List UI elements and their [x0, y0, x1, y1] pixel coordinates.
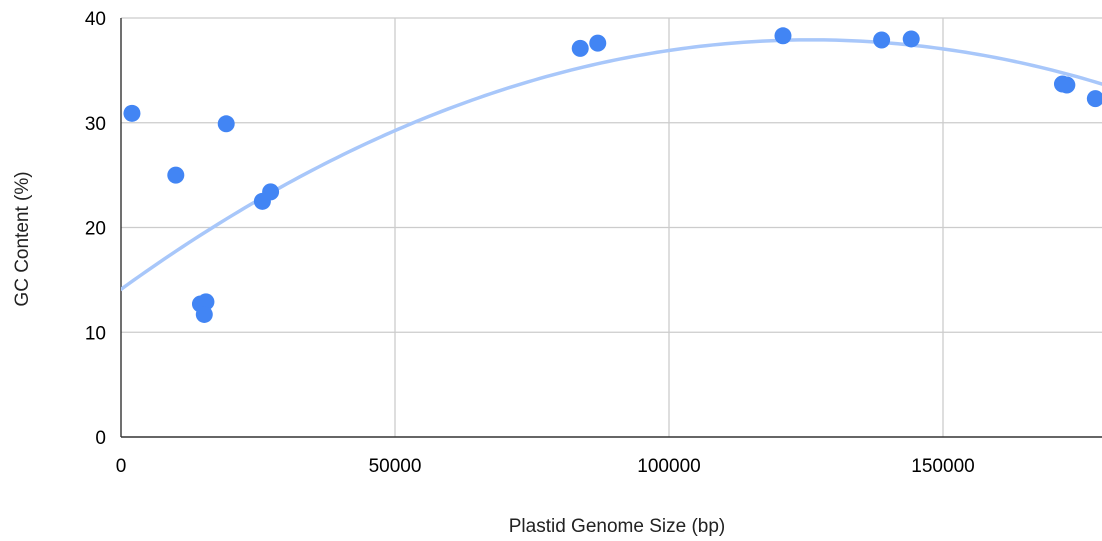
axes [120, 18, 1102, 438]
y-axis-title: GC Content (%) [12, 171, 33, 306]
data-point [123, 104, 141, 122]
x-tick-label: 150000 [911, 456, 974, 477]
data-point [774, 27, 792, 45]
data-point [1058, 76, 1076, 94]
data-point [902, 30, 920, 48]
y-tick-label: 40 [85, 9, 106, 30]
data-point [1086, 90, 1102, 108]
data-point [217, 115, 235, 133]
trendline [121, 38, 1102, 292]
trendline-layer [121, 38, 1102, 292]
data-points [123, 27, 1102, 323]
data-point [589, 34, 607, 52]
data-point [197, 293, 215, 311]
x-axis-title: Plastid Genome Size (bp) [509, 516, 726, 537]
y-tick-label: 30 [85, 114, 106, 135]
data-point [262, 183, 280, 201]
y-tick-label: 0 [95, 428, 106, 449]
y-tick-label: 10 [85, 323, 106, 344]
y-tick-label: 20 [85, 219, 106, 240]
data-point [873, 31, 891, 49]
tick-labels: 0 10 20 30 40 0 50000 100000 150000 [85, 9, 975, 477]
data-point [167, 166, 185, 184]
data-point [195, 305, 213, 323]
data-point [571, 39, 589, 57]
gridlines [121, 17, 1102, 437]
x-tick-label: 100000 [637, 456, 700, 477]
x-tick-label: 50000 [369, 456, 422, 477]
x-tick-label: 0 [116, 456, 127, 477]
